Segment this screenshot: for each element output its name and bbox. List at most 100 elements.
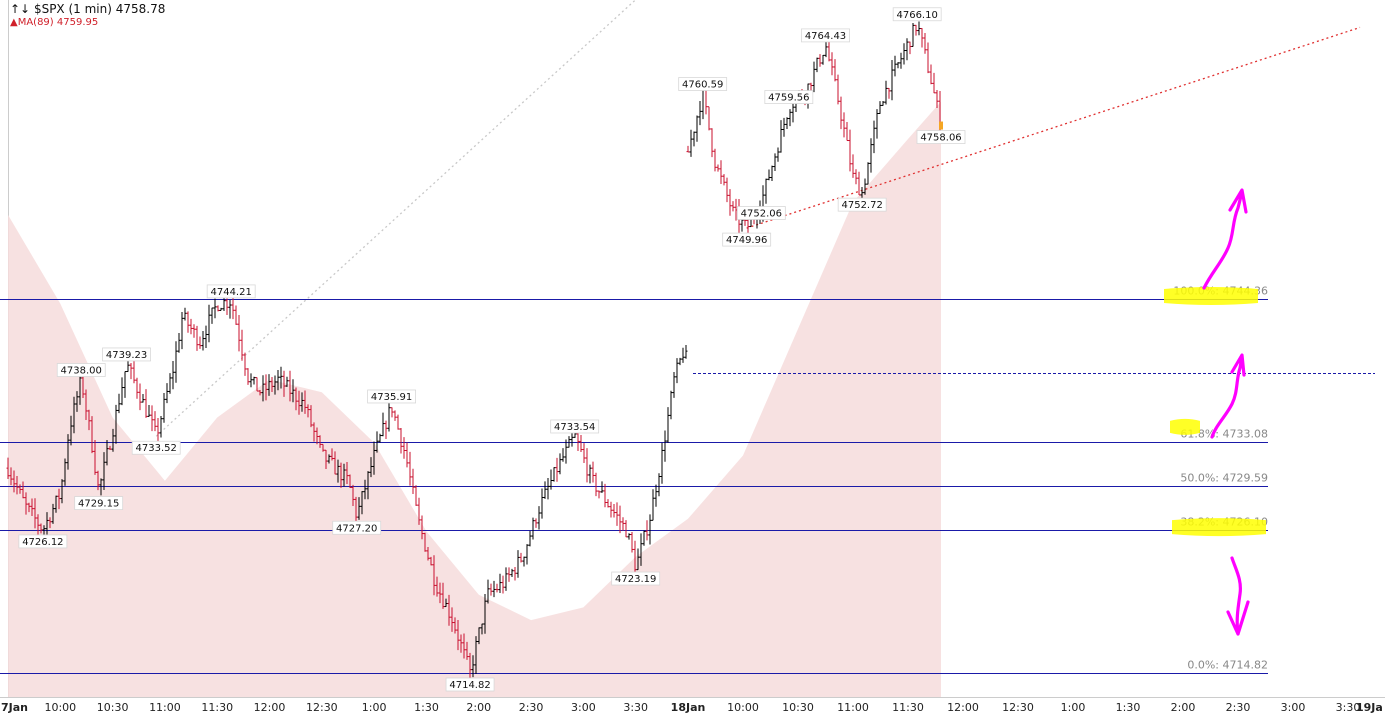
candle-day1 xyxy=(645,520,649,541)
candle-day2 xyxy=(911,23,915,47)
candle-day1 xyxy=(24,492,28,515)
symbol-header: ↑↓ $SPX (1 min) 4758.78 xyxy=(10,2,165,16)
candle-day1 xyxy=(336,459,340,483)
candle-day2 xyxy=(932,72,936,94)
x-tick-label: 3:00 xyxy=(571,701,596,713)
candle-day1 xyxy=(396,414,400,430)
candle-day1 xyxy=(414,485,418,506)
price-label-text: 4729.15 xyxy=(78,499,119,510)
price-label-box xyxy=(722,232,772,247)
candle-day1 xyxy=(210,307,214,324)
candle-day1 xyxy=(297,390,301,415)
candle-day1 xyxy=(288,370,292,402)
price-label: 4733.54 xyxy=(550,419,600,434)
price-label: 4752.72 xyxy=(837,197,887,212)
x-tick-label: 10:00 xyxy=(727,701,759,713)
candle-day2 xyxy=(815,57,819,73)
candle-day1 xyxy=(660,442,664,484)
candle-day1 xyxy=(234,305,238,325)
candle-day1 xyxy=(330,448,334,461)
x-tick-label: 12:00 xyxy=(254,701,286,713)
price-label: 4744.21 xyxy=(206,284,256,299)
candle-day1 xyxy=(474,636,478,674)
candle-day2 xyxy=(710,128,714,158)
candle-day1 xyxy=(630,532,634,553)
candle-day1 xyxy=(45,512,49,539)
candle-day1 xyxy=(636,548,640,571)
candle-day1 xyxy=(489,583,493,596)
x-tick-label: 7Jan xyxy=(1,701,28,713)
candle-day2 xyxy=(779,120,783,153)
candle-day1 xyxy=(231,297,235,320)
candle-day2 xyxy=(764,178,768,204)
price-label-text: 4764.43 xyxy=(805,31,846,42)
candle-day1 xyxy=(372,441,376,475)
candle-day1 xyxy=(453,617,457,634)
candle-day1 xyxy=(555,457,559,482)
candle-day1 xyxy=(606,499,610,508)
candle-day1 xyxy=(669,390,673,420)
candle-day2 xyxy=(875,109,879,139)
candle-day2 xyxy=(899,52,903,69)
candle-day1 xyxy=(78,373,82,405)
candle-day1 xyxy=(189,318,193,335)
price-label: 4733.52 xyxy=(131,440,181,455)
candle-day1 xyxy=(495,583,499,593)
candle-day1 xyxy=(243,352,247,376)
candle-day1 xyxy=(390,407,394,418)
candle-day1 xyxy=(141,393,145,403)
candle-day1 xyxy=(36,514,40,535)
candle-day2 xyxy=(722,174,726,186)
candle-day2 xyxy=(866,162,870,185)
candle-day1 xyxy=(177,332,181,353)
candle-day1 xyxy=(426,546,430,561)
candle-day1 xyxy=(603,483,607,508)
candle-day1 xyxy=(675,358,679,384)
candle-day1 xyxy=(342,463,346,487)
candle-day1 xyxy=(507,567,511,582)
candle-day1 xyxy=(180,311,184,350)
candle-day1 xyxy=(102,452,106,490)
candle-day1 xyxy=(183,307,187,321)
candle-day2 xyxy=(719,160,723,184)
ma-fill xyxy=(8,101,941,698)
candle-day1 xyxy=(600,481,604,493)
candle-day1 xyxy=(615,502,619,526)
candle-day1 xyxy=(519,552,523,563)
candle-day1 xyxy=(60,479,64,504)
candle-day1 xyxy=(282,370,286,397)
price-label-text: 4726.12 xyxy=(22,537,63,548)
candle-day1 xyxy=(651,489,655,521)
candle-day1 xyxy=(483,594,487,634)
x-tick-label: 3:30 xyxy=(623,701,648,713)
symbol-label: $SPX (1 min) 4758.78 xyxy=(33,2,166,16)
candle-day1 xyxy=(132,360,136,384)
candle-day1 xyxy=(657,473,661,497)
candle-day1 xyxy=(399,427,403,454)
candle-day2 xyxy=(776,147,780,162)
hand-drawn-arrow-up xyxy=(1210,353,1246,439)
candle-day2 xyxy=(707,106,711,131)
price-label: 4729.15 xyxy=(74,496,124,510)
candle-day1 xyxy=(315,427,319,445)
candle-day1 xyxy=(684,344,688,359)
candle-day1 xyxy=(420,515,424,540)
price-label: 4758.06 xyxy=(916,130,966,144)
candle-day2 xyxy=(902,43,906,65)
price-label-box xyxy=(764,90,814,104)
candle-day1 xyxy=(54,495,58,513)
candle-day1 xyxy=(255,377,259,392)
price-label-box xyxy=(332,520,382,535)
candle-day1 xyxy=(525,544,529,565)
candle-day1 xyxy=(609,501,613,518)
candle-day2 xyxy=(818,54,822,67)
candle-day1 xyxy=(504,567,508,591)
fib-level-label: 0.0%: 4714.82 xyxy=(1187,659,1268,672)
candle-day1 xyxy=(624,520,628,538)
candle-day1 xyxy=(174,341,178,383)
candle-day1 xyxy=(69,415,73,446)
candle-day2 xyxy=(785,117,789,130)
candle-day1 xyxy=(228,299,232,319)
